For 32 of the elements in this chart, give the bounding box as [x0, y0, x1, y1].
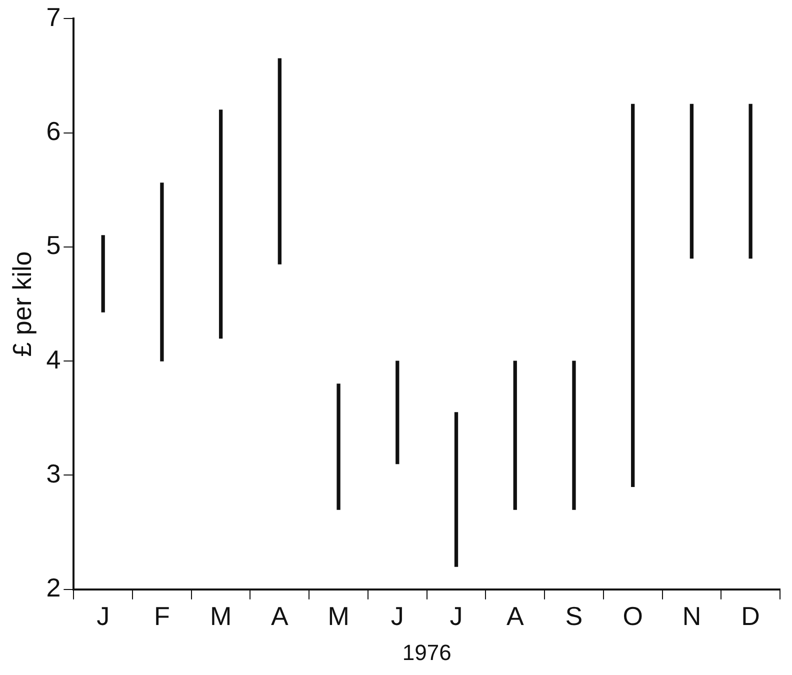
bar	[748, 104, 752, 259]
x-tick-label: M	[328, 601, 350, 632]
bar	[336, 384, 340, 510]
x-tick-label: N	[682, 601, 702, 632]
x-tick-label: D	[741, 601, 760, 632]
bar	[572, 360, 576, 510]
x-tick-label: J	[450, 601, 463, 632]
bar	[160, 182, 164, 362]
x-tick-label: A	[506, 601, 524, 632]
bar	[278, 58, 282, 264]
x-axis-title: 1976	[402, 640, 452, 665]
bar	[454, 412, 458, 567]
x-tick-label: M	[210, 601, 232, 632]
y-tick-label: 4	[46, 344, 61, 374]
bar	[101, 235, 105, 312]
bar	[396, 360, 400, 464]
y-tick-label: 3	[46, 458, 61, 488]
y-tick-label: 7	[46, 2, 61, 32]
x-tick-label: J	[390, 601, 404, 632]
y-tick-label: 6	[46, 116, 61, 146]
y-axis-title: £ per kilo	[6, 251, 37, 357]
x-tick-label: A	[271, 601, 290, 632]
x-tick-label: S	[565, 601, 583, 632]
x-tick-label: O	[622, 601, 643, 632]
y-tick-label: 2	[46, 572, 61, 603]
bar	[690, 104, 694, 259]
bar	[218, 110, 223, 339]
x-tick-label: J	[96, 601, 110, 632]
bar	[513, 360, 517, 510]
x-tick-label: F	[154, 601, 170, 632]
y-tick-label: 5	[46, 230, 61, 260]
bar	[631, 104, 635, 487]
